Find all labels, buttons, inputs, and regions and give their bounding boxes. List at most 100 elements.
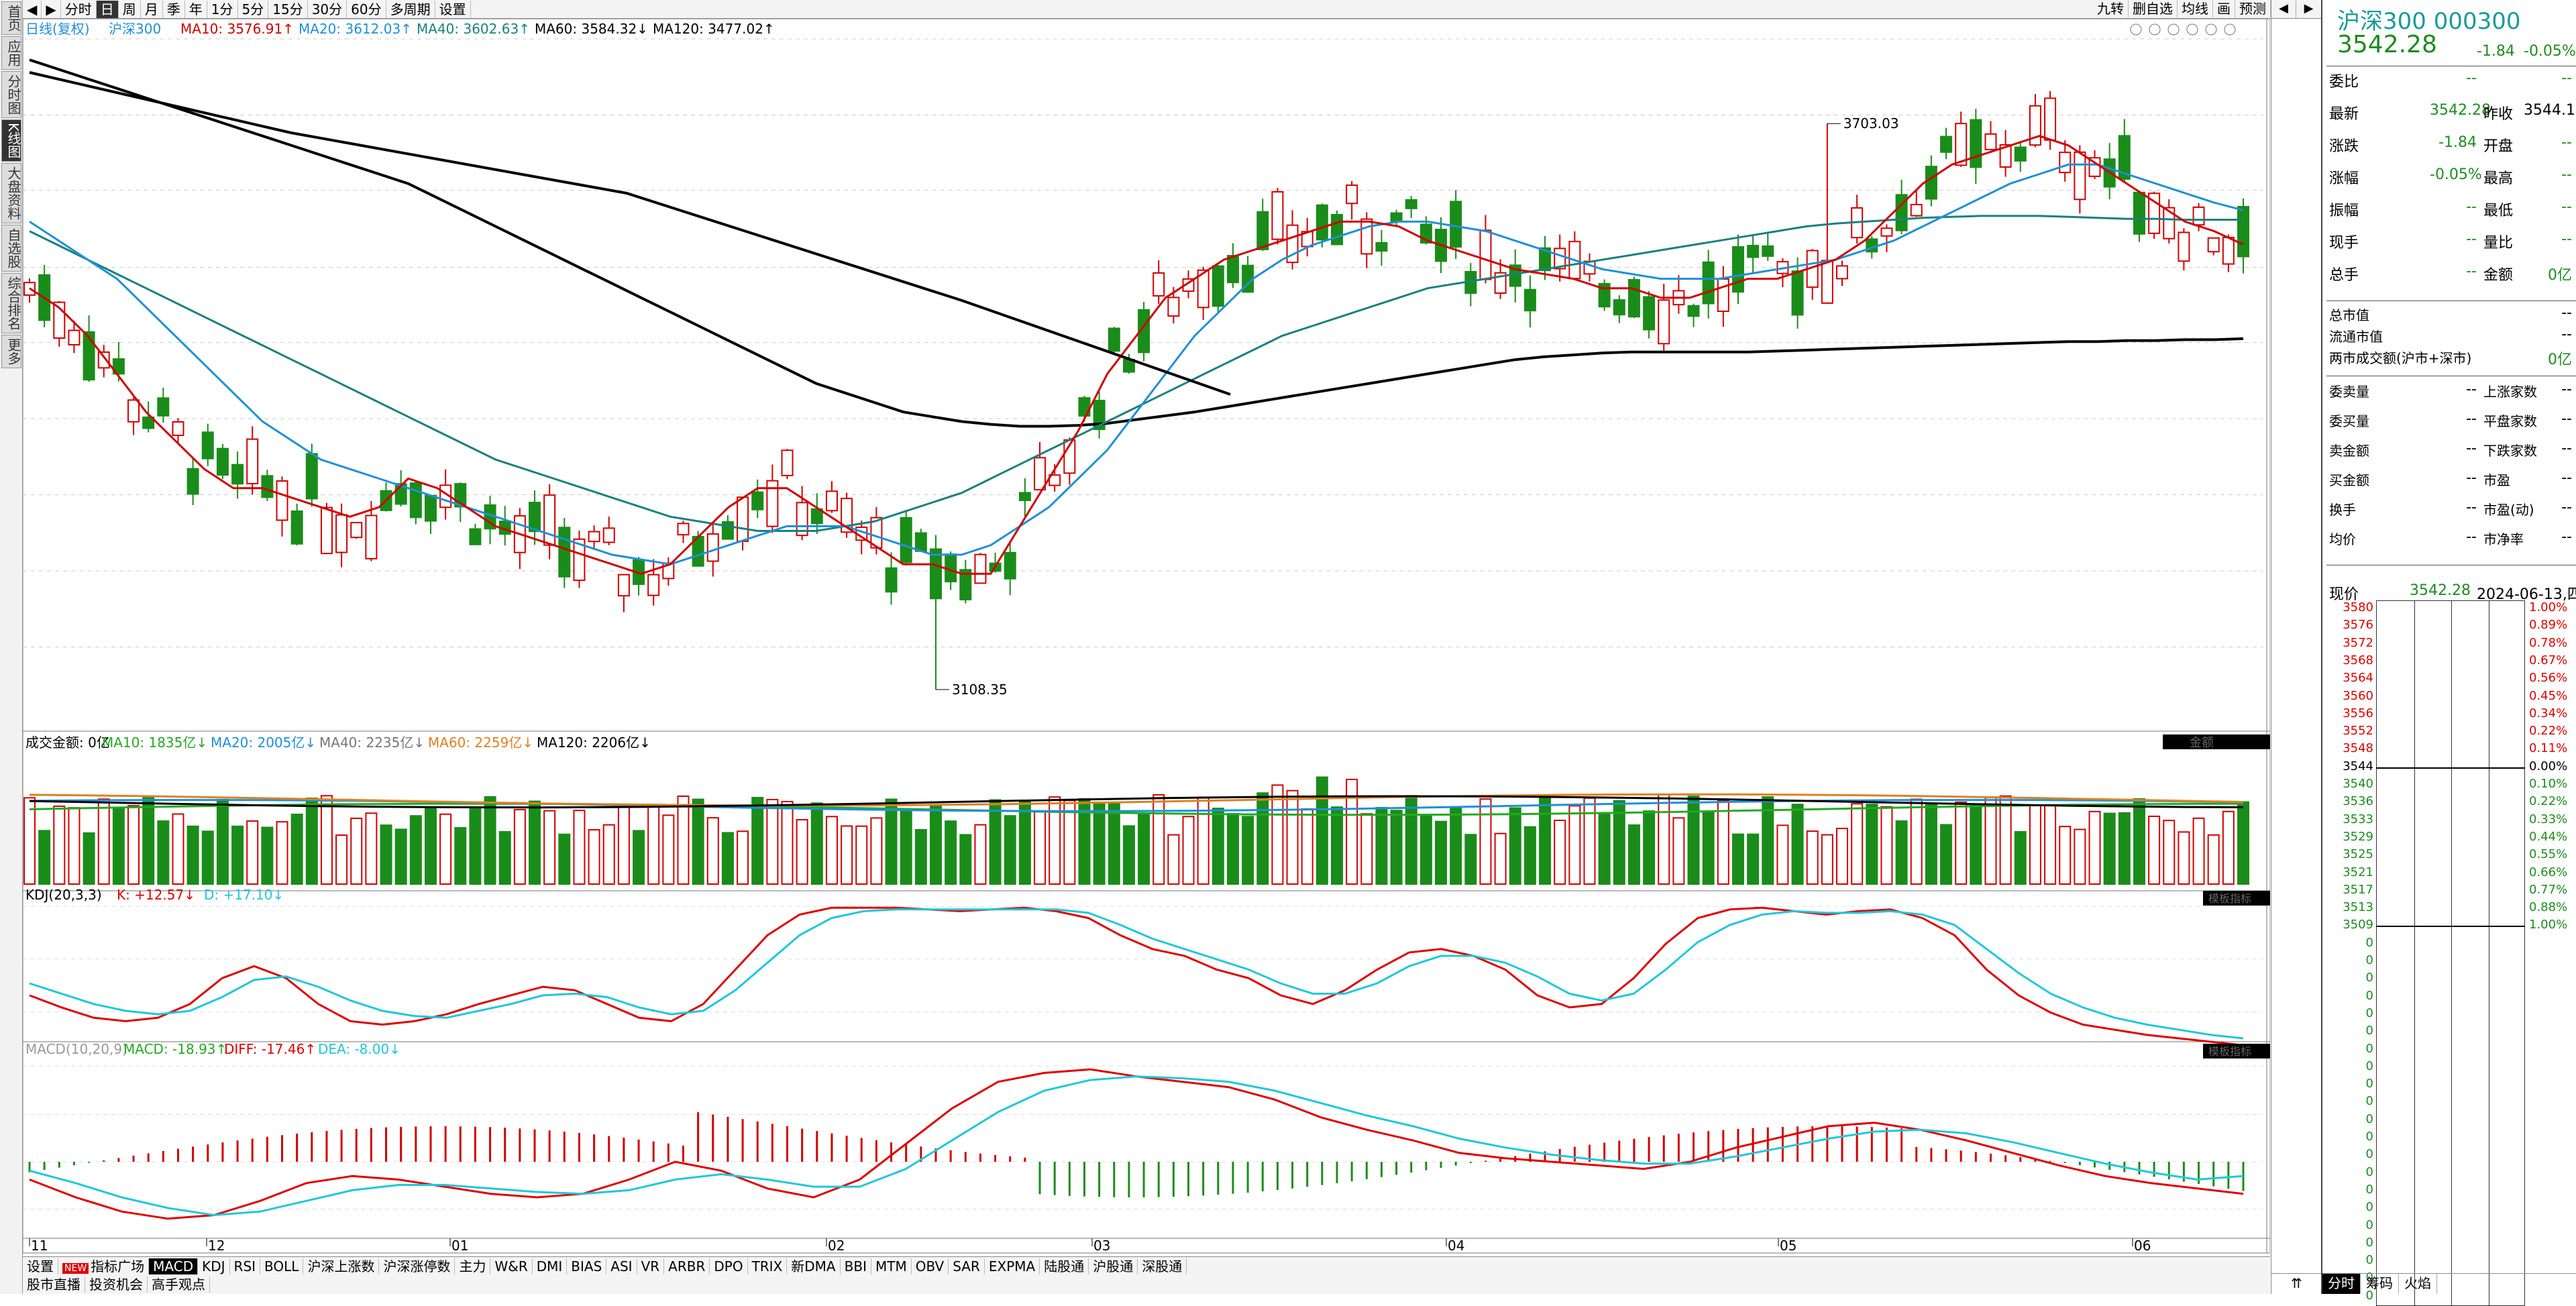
chart-canvas[interactable]: 379237123633355234733393331332333153日线(复… — [23, 19, 2270, 1256]
minus-icon[interactable] — [2224, 23, 2236, 36]
indicator-tab[interactable]: 沪深涨停数 — [379, 1258, 455, 1274]
indicator-tab[interactable]: VR — [637, 1258, 665, 1274]
info-tab[interactable]: 股市直播 — [23, 1276, 85, 1293]
toolbar-right-button[interactable]: 均线 — [2178, 0, 2213, 17]
indicator-tab[interactable]: BBI — [841, 1258, 871, 1274]
volume-bar — [1509, 807, 1521, 885]
x-axis-label: 03 — [1093, 1238, 1110, 1254]
toolbar-right-button[interactable]: 预测 — [2235, 0, 2271, 17]
collapse-arrow-icon[interactable]: ⇈ — [2271, 1273, 2322, 1294]
candle-body — [2222, 236, 2235, 265]
indicator-tab[interactable]: 设置 — [23, 1258, 58, 1274]
period-tab[interactable]: 30分 — [308, 0, 347, 18]
indicator-tab[interactable]: ARBR — [664, 1258, 710, 1274]
indicator-tab[interactable]: TRIX — [748, 1258, 788, 1274]
indicator-tab[interactable]: DPO — [710, 1258, 748, 1274]
indicator-tab[interactable]: SAR — [949, 1258, 985, 1274]
prev-arrow-icon[interactable]: ◀ — [23, 0, 42, 18]
candle-body — [2074, 151, 2086, 201]
indicator-tab[interactable]: BIAS — [567, 1258, 607, 1274]
left-nav-item[interactable]: 分时图 — [1, 71, 21, 118]
quote-label: 最新 — [2329, 106, 2359, 123]
left-nav-item[interactable]: 综合排名 — [1, 273, 21, 334]
mini-price-tick: 0 — [2365, 1147, 2373, 1162]
period-tab[interactable]: 5分 — [238, 0, 269, 18]
volume-bar — [1731, 833, 1744, 885]
period-tab[interactable]: 周 — [119, 0, 141, 18]
kdj-legend-k: K: +12.57↓ — [117, 887, 195, 903]
candle-body — [737, 496, 749, 542]
period-tab[interactable]: 60分 — [347, 0, 386, 18]
indicator-tab[interactable]: OBV — [912, 1258, 949, 1274]
period-tab[interactable]: 年 — [185, 0, 207, 18]
indicator-tab[interactable]: 新DMA — [787, 1258, 841, 1274]
left-nav-item[interactable]: K线图 — [1, 119, 21, 162]
indicator-tab[interactable]: 沪股通 — [1089, 1258, 1138, 1274]
indicator-tab[interactable]: MTM — [871, 1258, 912, 1274]
volume-bar — [231, 825, 244, 885]
candle-body — [2192, 206, 2205, 226]
indicator-tab[interactable]: KDJ — [198, 1258, 230, 1274]
indicator-tab[interactable]: RSI — [230, 1258, 261, 1274]
up-arrow-icon[interactable] — [2149, 23, 2161, 36]
toolbar-right-button[interactable]: 删自选 — [2129, 0, 2178, 17]
quote-bottom-tab[interactable]: 火焰 — [2399, 1274, 2437, 1294]
eye-icon[interactable] — [2130, 23, 2142, 36]
indicator-tab[interactable]: MACD — [149, 1258, 199, 1274]
period-tab[interactable]: 月 — [141, 0, 163, 18]
kline-chart[interactable]: 379237123633355234733393331332333153日线(复… — [23, 19, 2270, 1256]
period-tab[interactable]: 15分 — [268, 0, 308, 18]
indicator-tab[interactable]: 深股通 — [1138, 1258, 1187, 1274]
plus-icon[interactable] — [2205, 23, 2217, 36]
amount-button[interactable] — [2163, 734, 2270, 749]
left-nav-item[interactable]: 自选股 — [1, 225, 21, 272]
volume-bar — [1419, 815, 1432, 885]
template-button[interactable] — [2203, 891, 2270, 906]
candle-body — [1167, 296, 1180, 317]
left-nav-item[interactable]: 更多 — [1, 335, 21, 369]
period-tab[interactable]: 分时 — [61, 0, 97, 18]
indicator-tab[interactable]: W&R — [490, 1258, 533, 1274]
info-tab[interactable]: 投资机会 — [85, 1276, 148, 1293]
period-tab[interactable]: 1分 — [207, 0, 238, 18]
lock-icon[interactable] — [2186, 23, 2198, 36]
indicator-tab[interactable]: BOLL — [260, 1258, 304, 1274]
volume-bar — [38, 830, 51, 885]
intraday-mini-chart[interactable] — [2376, 600, 2525, 1306]
left-arrow-icon[interactable]: ◀ — [2271, 0, 2296, 18]
mini-pct-tick: 0.22% — [2529, 724, 2568, 739]
wrench-icon[interactable] — [2167, 23, 2180, 36]
left-nav-item[interactable]: 应用 — [1, 36, 21, 70]
volume-legend-ma20: MA20: 2005亿↓ — [211, 734, 316, 751]
indicator-tab[interactable]: EXPMA — [985, 1258, 1040, 1274]
period-tab[interactable]: 多周期 — [386, 0, 435, 18]
quote-bottom-tab[interactable]: 筹码 — [2361, 1274, 2399, 1294]
indicator-tab[interactable]: NEW 指标广场 — [58, 1258, 150, 1274]
right-arrow-icon[interactable]: ▶ — [2304, 1, 2314, 15]
indicator-tab[interactable]: 沪深上涨数 — [303, 1258, 380, 1274]
indicator-tab[interactable]: DMI — [533, 1258, 568, 1274]
left-nav-item[interactable]: 首页 — [1, 1, 21, 35]
indicator-tab-label: 新DMA — [791, 1258, 836, 1274]
toolbar-right-button[interactable]: 画 — [2213, 0, 2235, 17]
info-tab[interactable]: 高手观点 — [148, 1276, 210, 1293]
period-tab[interactable]: 季 — [163, 0, 185, 18]
period-tab[interactable]: 设置 — [435, 0, 471, 18]
volume-bar — [1018, 801, 1031, 885]
zero-line — [2376, 767, 2525, 769]
quote-label: 下跌家数 — [2483, 443, 2537, 459]
mini-price-tick: 3529 — [2343, 829, 2373, 844]
candle-body — [231, 464, 244, 485]
next-arrow-icon[interactable]: ▶ — [42, 0, 61, 18]
template-button[interactable] — [2203, 1044, 2270, 1058]
indicator-tab[interactable]: 主力 — [455, 1258, 491, 1274]
toolbar-right-button[interactable]: 九转 — [2093, 0, 2129, 17]
indicator-tab-label: BOLL — [264, 1258, 299, 1274]
candle-body — [1346, 184, 1358, 205]
left-nav-item[interactable]: 大盘资料 — [1, 163, 21, 224]
kdj-k-line — [29, 906, 2244, 1046]
indicator-tab[interactable]: ASI — [606, 1258, 637, 1274]
indicator-tab[interactable]: 陆股通 — [1040, 1258, 1089, 1274]
quote-bottom-tab[interactable]: 分时 — [2322, 1274, 2361, 1294]
period-tab[interactable]: 日 — [96, 0, 119, 18]
